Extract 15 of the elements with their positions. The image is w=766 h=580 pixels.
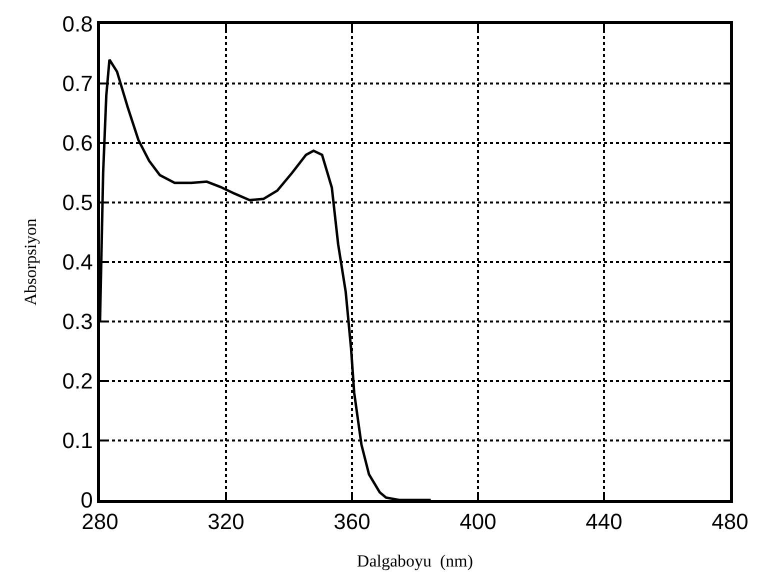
y-axis-title: Absorpsiyon: [20, 218, 40, 306]
y-tick-label: 0.2: [62, 368, 93, 394]
y-tick-label: 0.3: [62, 309, 93, 334]
y-tick-label: 0.1: [62, 428, 93, 454]
y-tick-label: 0.6: [62, 130, 93, 156]
y-tick-label: 0.4: [62, 250, 93, 275]
x-tick-label: 320: [208, 509, 244, 534]
y-tick-label: 0.5: [62, 190, 93, 216]
x-tick-label: 360: [334, 509, 370, 534]
y-tick-label: 0.8: [62, 12, 93, 37]
x-axis-title: Dalgaboyu (nm): [356, 552, 474, 571]
x-tick-label: 440: [586, 509, 622, 534]
x-tick-label: 480: [712, 509, 748, 534]
x-tick-label: 400: [460, 509, 496, 534]
y-tick-label: 0.7: [62, 71, 93, 96]
